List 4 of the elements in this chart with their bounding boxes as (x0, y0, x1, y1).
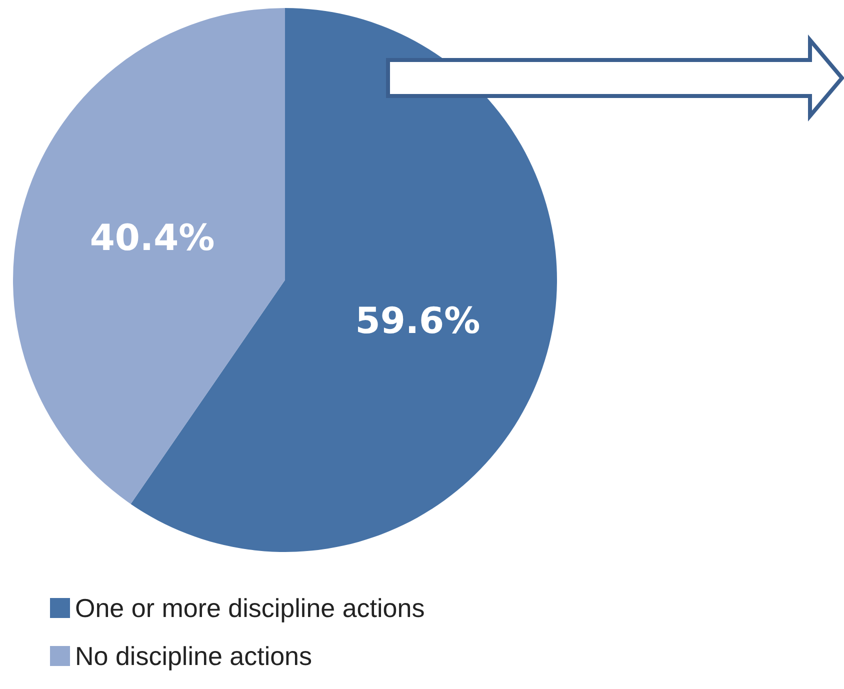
data-label: 59.6% (355, 300, 480, 342)
legend-label: No discipline actions (75, 641, 312, 671)
data-label: 40.4% (90, 218, 215, 260)
legend-label: One or more discipline actions (75, 593, 425, 623)
